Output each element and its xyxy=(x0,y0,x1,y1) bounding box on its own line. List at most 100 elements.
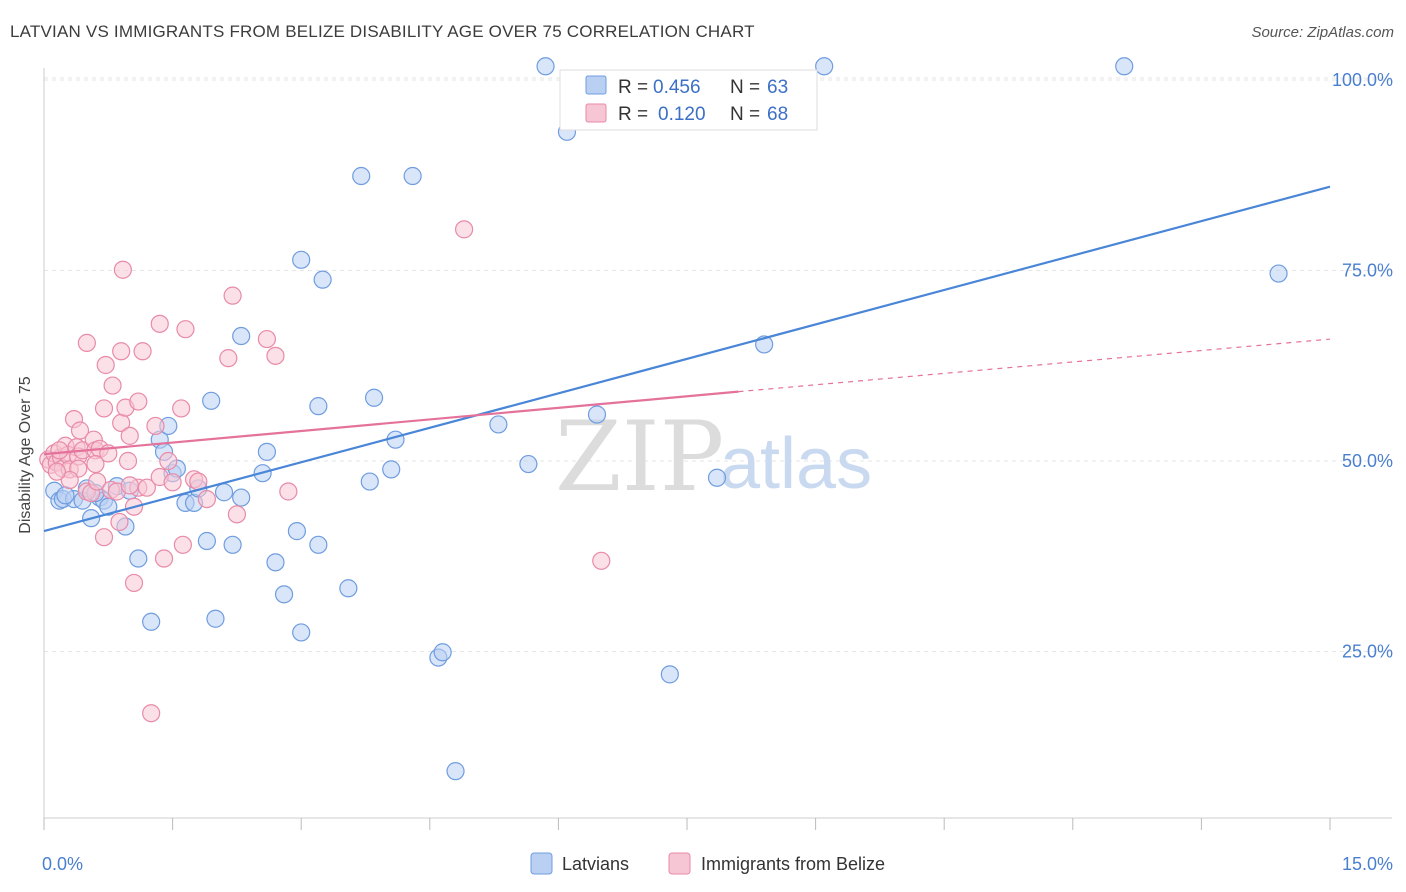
latvians-point-48 xyxy=(587,405,607,424)
x-tick-labels: 0.0% 15.0% xyxy=(42,854,1393,874)
x-tick-label-1: 15.0% xyxy=(1342,854,1393,874)
latvians-point-52 xyxy=(815,57,834,76)
latvians-point-61 xyxy=(214,483,234,502)
belize-point-65 xyxy=(50,441,69,460)
belize-point-39 xyxy=(133,342,152,361)
legend-n-label-2: N = xyxy=(730,104,760,125)
belize-point-55 xyxy=(223,286,242,305)
latvians-point-30 xyxy=(292,250,311,269)
y-tick-label-3: 100.0% xyxy=(1332,70,1393,90)
belize-point-49 xyxy=(173,535,192,554)
latvians-point-44 xyxy=(489,415,508,434)
latvians-point-45 xyxy=(519,454,538,474)
latvians-point-10 xyxy=(129,549,148,568)
latvians-point-59 xyxy=(56,486,75,505)
latvians-point-42 xyxy=(433,643,452,662)
y-tick-labels: 25.0% 50.0% 75.0% 100.0% xyxy=(1332,70,1393,662)
y-tick-label-0: 25.0% xyxy=(1342,642,1393,662)
belize-point-33 xyxy=(118,451,138,471)
belize-point-47 xyxy=(163,473,182,492)
belize-point-60 xyxy=(454,220,474,239)
y-tick-label-2: 75.0% xyxy=(1342,261,1393,281)
watermark-atlas: atlas xyxy=(720,424,872,504)
chart-title: LATVIAN VS IMMIGRANTS FROM BELIZE DISABI… xyxy=(10,22,755,41)
latvians-point-43 xyxy=(446,762,465,781)
belize-point-45 xyxy=(154,549,174,568)
legend-r-label-1: R = xyxy=(618,77,648,98)
y-tick-label-1: 50.0% xyxy=(1342,451,1393,471)
latvians-point-26 xyxy=(266,553,285,572)
latvians-point-20 xyxy=(206,609,225,628)
legend-n-label-1: N = xyxy=(730,77,760,98)
belize-point-62 xyxy=(86,454,105,474)
latvians-point-33 xyxy=(309,397,328,416)
belize-point-59 xyxy=(279,482,298,501)
belize-point-26 xyxy=(103,376,122,395)
legend-n-value-2: 68 xyxy=(767,104,788,125)
latvians-point-19 xyxy=(202,391,221,410)
latvians-point-11 xyxy=(142,612,161,631)
belize-point-42 xyxy=(146,416,165,436)
belize-points xyxy=(39,220,611,723)
latvians-point-35 xyxy=(352,166,371,186)
latvians-point-22 xyxy=(232,488,251,507)
belize-point-50 xyxy=(176,320,195,339)
latvians-point-40 xyxy=(403,166,422,186)
x-ticks xyxy=(43,818,1331,830)
bottom-legend-swatch-belize xyxy=(668,852,691,875)
belize-point-34 xyxy=(120,426,139,445)
latvians-point-36 xyxy=(360,472,379,491)
legend-n-value-1: 63 xyxy=(767,77,788,98)
belize-point-48 xyxy=(172,399,191,418)
watermark-zip: ZIP xyxy=(555,401,724,513)
latvians-point-53 xyxy=(1115,57,1134,76)
legend-swatch-latvians xyxy=(585,75,607,95)
belize-point-31 xyxy=(113,260,132,279)
belize-point-54 xyxy=(219,349,238,368)
latvians-trend-line xyxy=(43,185,1331,533)
belize-point-19 xyxy=(88,472,107,491)
belize-point-56 xyxy=(227,505,246,524)
source-label: Source: ZipAtlas.com xyxy=(1251,24,1394,41)
legend-r-label-2: R = xyxy=(618,104,648,125)
belize-point-12 xyxy=(70,421,90,440)
legend-swatch-belize xyxy=(585,103,607,123)
latvians-point-34 xyxy=(339,579,358,598)
belize-point-28 xyxy=(110,512,129,532)
latvians-point-25 xyxy=(257,442,277,461)
belize-point-21 xyxy=(94,528,114,547)
belize-point-57 xyxy=(257,329,277,349)
belize-point-67 xyxy=(47,462,66,481)
bottom-legend-swatch-latvians xyxy=(530,852,553,875)
latvians-point-23 xyxy=(232,326,251,346)
latvians-point-46 xyxy=(536,57,555,76)
legend-r-value-1: 0.456 xyxy=(653,77,701,98)
latvians-point-49 xyxy=(660,665,679,684)
belize-point-15 xyxy=(77,333,96,352)
belize-point-29 xyxy=(112,342,131,361)
legend: R = 0.456 N = 63 R = 0.120 N = 68 xyxy=(559,69,818,131)
belize-point-37 xyxy=(129,392,148,411)
belize-point-61 xyxy=(592,551,611,570)
belize-point-53 xyxy=(197,490,216,509)
belize-trend-line xyxy=(43,390,739,456)
latvians-point-50 xyxy=(707,468,727,487)
latvians-point-28 xyxy=(287,522,307,541)
latvians-point-32 xyxy=(313,270,332,289)
bottom-legend-belize: Immigrants from Belize xyxy=(701,854,885,874)
x-tick-label-0: 0.0% xyxy=(42,854,83,874)
trend-lines xyxy=(43,185,1331,533)
latvians-points xyxy=(45,57,1288,781)
latvians-point-31 xyxy=(309,535,328,554)
belize-point-66 xyxy=(120,476,139,495)
belize-point-41 xyxy=(142,704,161,723)
latvians-point-27 xyxy=(274,585,294,604)
bottom-legend-latvians: Latvians xyxy=(562,854,629,874)
belize-point-46 xyxy=(159,451,178,471)
belize-point-44 xyxy=(150,314,169,333)
latvians-point-38 xyxy=(382,460,401,479)
latvians-point-62 xyxy=(197,531,216,551)
belize-trend-extension xyxy=(738,338,1331,393)
belize-point-22 xyxy=(94,399,114,418)
